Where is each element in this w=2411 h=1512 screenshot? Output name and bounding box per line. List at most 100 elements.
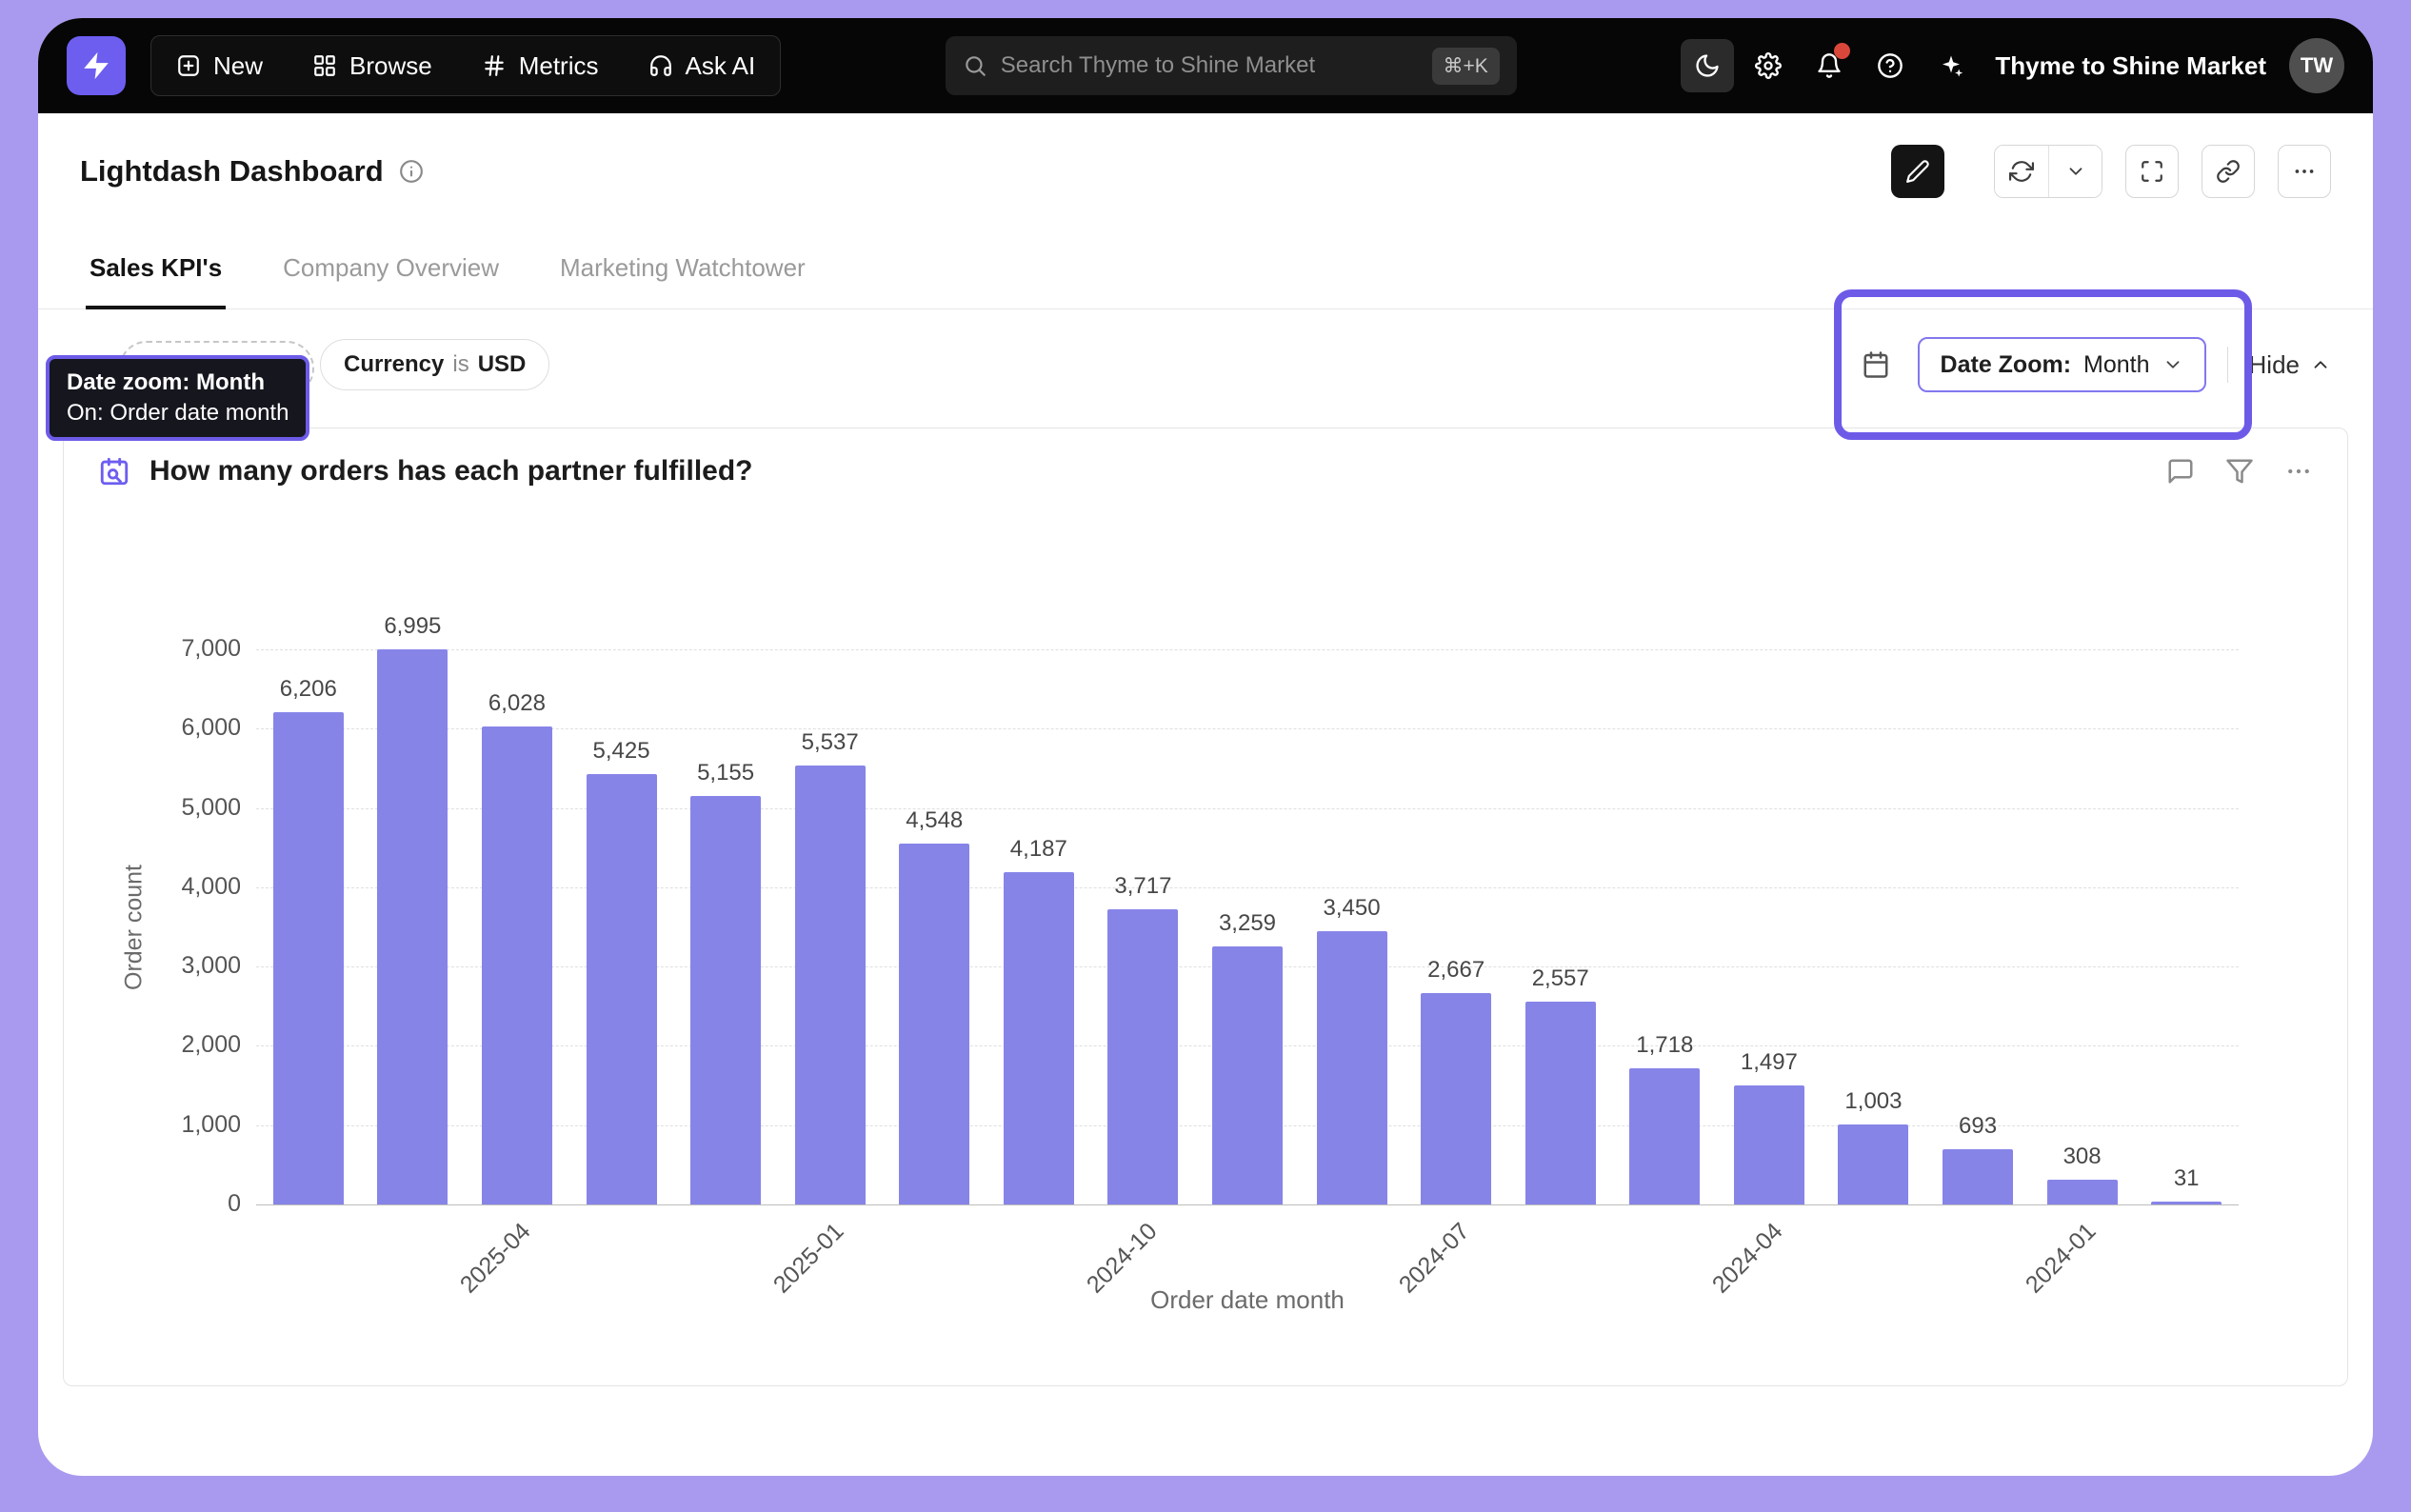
chart-more-button[interactable] [2284, 457, 2313, 486]
headset-icon [649, 55, 671, 76]
user-avatar[interactable]: TW [2288, 38, 2344, 93]
ai-sparkles-button[interactable] [1924, 39, 1978, 92]
more-options-button[interactable] [2278, 145, 2331, 198]
y-tick-label: 5,000 [181, 793, 241, 821]
tab-label: Company Overview [283, 252, 500, 282]
bar[interactable] [2151, 1202, 2222, 1204]
header-actions [1891, 145, 2331, 198]
funnel-icon [2226, 459, 2253, 484]
settings-button[interactable] [1742, 39, 1795, 92]
bar-value-label: 2,557 [1531, 965, 1589, 992]
nav-item-ask-ai[interactable]: Ask AI [624, 36, 781, 95]
refresh-split-button [1994, 145, 2102, 198]
bar[interactable] [690, 795, 762, 1204]
date-zoom-group: Date Zoom: Month [1833, 289, 2252, 440]
bar-value-label: 5,155 [697, 759, 755, 786]
date-zoom-calendar-button[interactable] [1853, 342, 1899, 388]
divider [2226, 347, 2228, 383]
chart-title: How many orders has each partner fulfill… [149, 455, 753, 487]
tab-label: Sales KPI's [90, 252, 223, 282]
help-circle-icon [1878, 53, 1903, 78]
bar-cell: 308 2024-01 [2021, 649, 2135, 1299]
bar[interactable] [1629, 1067, 1701, 1204]
gridline [256, 1204, 2239, 1205]
dashboard-header: Lightdash Dashboard [38, 113, 2373, 229]
bar[interactable] [1107, 909, 1179, 1204]
bar-value-label: 3,450 [1323, 894, 1381, 921]
hide-filters-button[interactable]: Hide [2249, 350, 2331, 380]
sparkles-icon [1943, 55, 1963, 77]
nav-item-label: New [213, 50, 264, 80]
y-tick-label: 0 [228, 1190, 241, 1217]
y-axis-ticks: 0 1,000 2,000 3,000 4,000 5,000 6,000 7,000 [64, 635, 241, 1217]
edit-dashboard-button[interactable] [1891, 145, 1944, 198]
tab-label: Marketing Watchtower [560, 252, 806, 282]
bar-cell: 6,028 2025-04 [455, 649, 569, 1299]
share-link-button[interactable] [2202, 145, 2255, 198]
bar-cell: 3,717 2024-10 [1082, 649, 1196, 1299]
lightdash-logo[interactable] [67, 36, 126, 95]
tab-company-overview[interactable]: Company Overview [279, 229, 503, 309]
bar-series: 6,206 6,995 6,028 2025-04 5,425 5,155 5,537 202… [256, 613, 2239, 1299]
bar-value-label: 6,995 [384, 613, 442, 640]
date-zoom-dropdown[interactable]: Date Zoom: Month [1917, 337, 2206, 392]
help-button[interactable] [1863, 39, 1917, 92]
nav-item-new[interactable]: New [151, 36, 288, 95]
chart-card: How many orders has each partner fulfill… [63, 428, 2348, 1386]
bar[interactable] [899, 844, 970, 1204]
bar-value-label: 31 [2173, 1165, 2200, 1192]
bar-cell: 2,557 [1508, 649, 1613, 1204]
nav-item-metrics[interactable]: Metrics [457, 36, 624, 95]
nav-item-label: Browse [349, 50, 432, 80]
bar[interactable] [1211, 945, 1283, 1204]
bar-value-label: 693 [1959, 1113, 1998, 1140]
bar[interactable] [1943, 1149, 2014, 1204]
gridline [256, 807, 2239, 809]
refresh-button[interactable] [1995, 146, 2048, 197]
chart-filter-button[interactable] [2225, 457, 2254, 486]
nav-item-label: Ask AI [685, 50, 756, 80]
bar[interactable] [272, 712, 344, 1204]
bar[interactable] [794, 765, 866, 1204]
tab-marketing-watchtower[interactable]: Marketing Watchtower [556, 229, 809, 309]
refresh-options-button[interactable] [2048, 146, 2102, 197]
notifications-button[interactable] [1803, 39, 1856, 92]
navbar-right-cluster: Thyme to Shine Market TW [1681, 38, 2344, 93]
currency-filter-pill[interactable]: Currency is USD [320, 339, 550, 390]
app-window: New Browse Metrics Ask AI ⌘+K [38, 18, 2373, 1476]
comments-button[interactable] [2166, 457, 2195, 486]
bar-value-label: 6,206 [279, 676, 337, 703]
bar[interactable] [2046, 1180, 2118, 1204]
bar-value-label: 3,259 [1218, 909, 1277, 936]
refresh-icon [2009, 161, 2034, 182]
plot-area: 6,206 6,995 6,028 2025-04 5,425 5,155 5,537 202… [256, 613, 2239, 1299]
bar[interactable] [1733, 1085, 1804, 1204]
bar[interactable] [481, 726, 552, 1204]
tab-sales-kpis[interactable]: Sales KPI's [86, 229, 227, 309]
filter-value: USD [477, 351, 527, 377]
lightning-bolt-icon [84, 51, 109, 80]
bar[interactable] [586, 774, 657, 1204]
bar[interactable] [1838, 1124, 1909, 1204]
info-icon[interactable] [399, 159, 424, 184]
nav-item-browse[interactable]: Browse [288, 36, 457, 95]
bar[interactable] [377, 649, 448, 1204]
search-input[interactable] [1000, 52, 1419, 79]
gear-icon [1755, 52, 1783, 79]
bar-cell: 3,450 [1300, 649, 1405, 1204]
bar[interactable] [1003, 872, 1074, 1204]
gridline [256, 728, 2239, 730]
bar[interactable] [1316, 930, 1387, 1204]
bar[interactable] [1421, 992, 1492, 1204]
bar-cell: 1,497 2024-04 [1707, 649, 1822, 1299]
global-search[interactable]: ⌘+K [945, 36, 1517, 95]
bar-cell: 1,718 [1613, 649, 1718, 1204]
ellipsis-icon [2295, 169, 2314, 173]
date-zoom-tooltip: Date zoom: Month On: Order date month [46, 355, 310, 441]
filter-bar-right: Date Zoom: Month Hide [1833, 289, 2331, 440]
dark-mode-toggle[interactable] [1681, 39, 1735, 92]
bar-cell: 2,667 2024-07 [1394, 649, 1508, 1299]
fullscreen-button[interactable] [2125, 145, 2179, 198]
workspace-name[interactable]: Thyme to Shine Market [1995, 50, 2266, 80]
bar[interactable] [1524, 1002, 1596, 1204]
